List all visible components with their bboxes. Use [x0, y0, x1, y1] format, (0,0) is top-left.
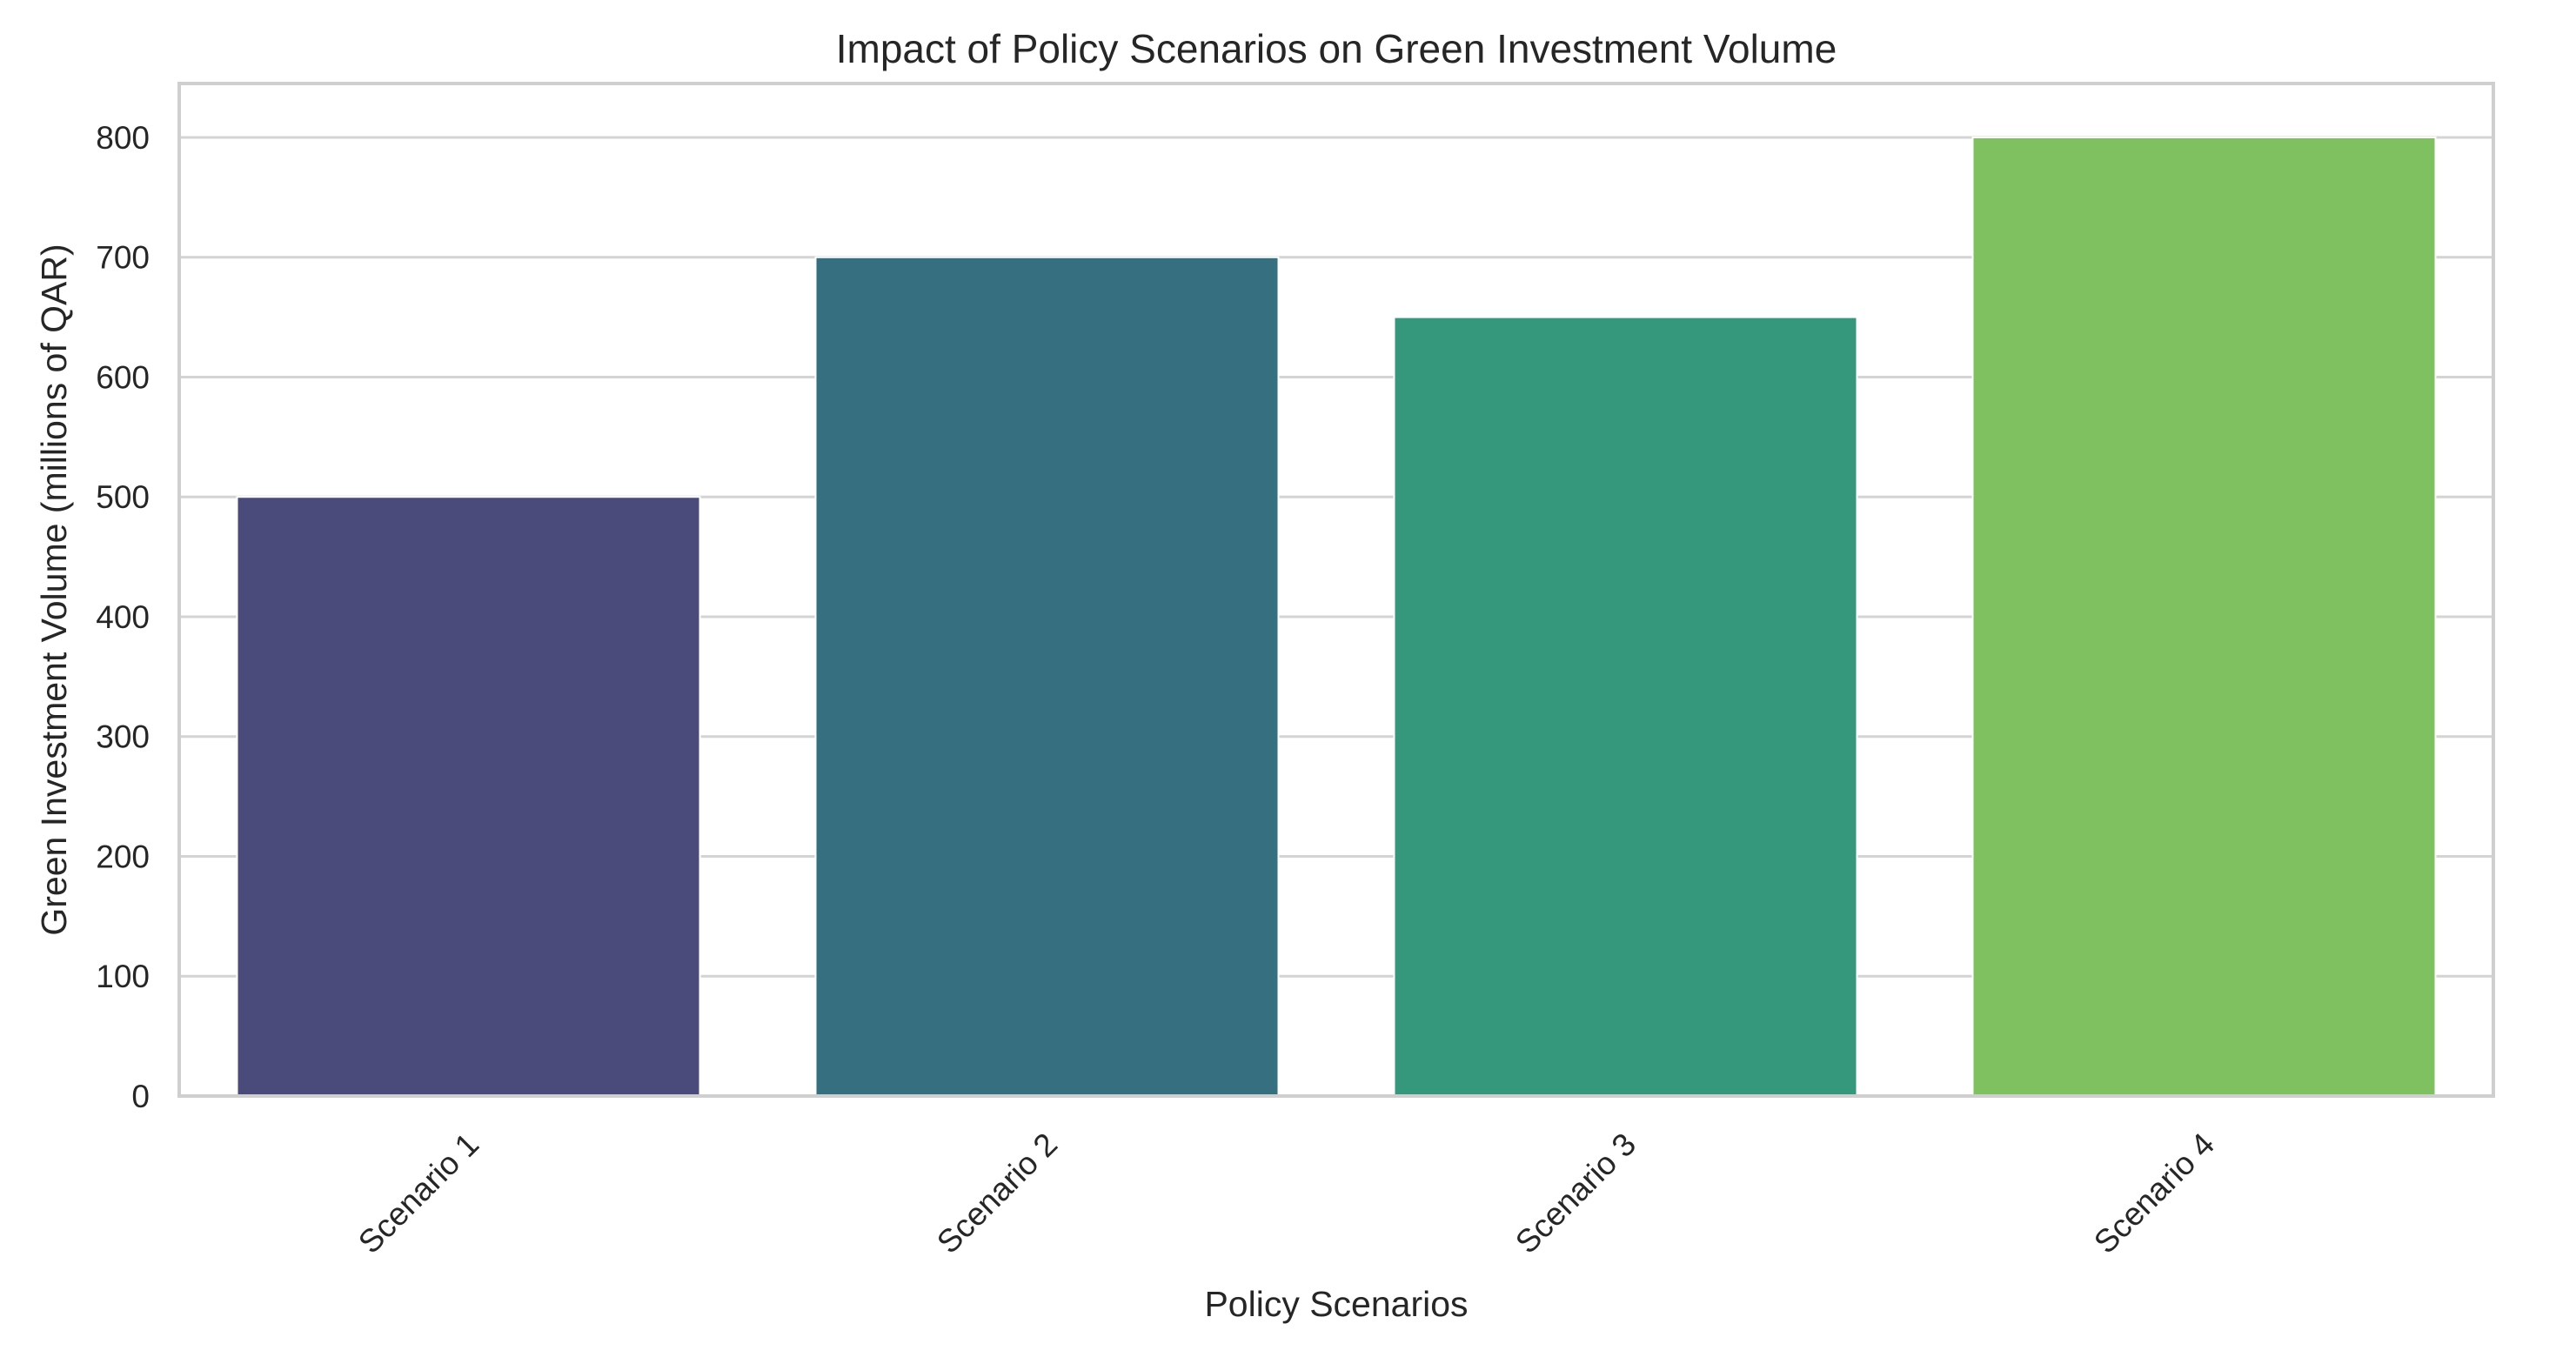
y-tick-label: 0 [131, 1079, 150, 1114]
bar [814, 256, 1280, 1098]
x-axis-label: Policy Scenarios [1204, 1284, 1468, 1324]
y-tick-label: 100 [96, 959, 150, 994]
y-tick-label: 700 [96, 240, 150, 276]
y-tick-label: 300 [96, 719, 150, 755]
y-tick-label: 200 [96, 839, 150, 874]
plot-frame [177, 82, 2495, 1098]
y-axis-label: Green Investment Volume (millions of QAR… [34, 244, 74, 935]
chart-title: Impact of Policy Scenarios on Green Inve… [836, 26, 1837, 71]
y-tick-labels: 0 100 200 300 400 500 600 700 800 [96, 120, 150, 1114]
y-tick-label: 400 [96, 599, 150, 635]
bar [236, 496, 701, 1097]
bar [1393, 316, 1858, 1098]
y-tick-label: 600 [96, 359, 150, 395]
bars [236, 136, 2437, 1098]
y-tick-label: 500 [96, 479, 150, 515]
bar [1971, 136, 2437, 1097]
y-tick-label: 800 [96, 120, 150, 156]
